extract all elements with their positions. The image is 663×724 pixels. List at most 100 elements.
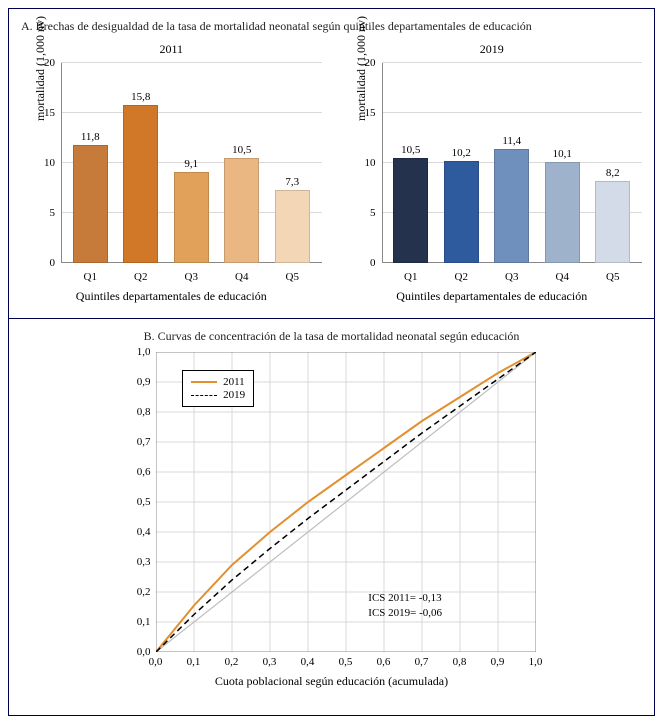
annotation: ICS 2019= -0,06 (368, 607, 442, 619)
y-tick: 10 (365, 157, 376, 169)
bar (545, 162, 580, 263)
bar-value-label: 10,2 (452, 147, 471, 159)
legend-item: 2011 (191, 376, 245, 388)
x-tick: 0,5 (339, 656, 353, 668)
bar-slot: 9,1 (166, 63, 217, 263)
plot-area: mortalidad (1,000 nv)0510152010,510,211,… (382, 63, 643, 263)
x-tick: 0,4 (301, 656, 315, 668)
bar-value-label: 10,1 (553, 148, 572, 160)
chart-subtitle: 2019 (342, 42, 643, 57)
x-tick: Q2 (436, 271, 487, 283)
bars-group: 10,5 10,2 11,4 10,1 8,2 (382, 63, 643, 263)
x-axis-label: Quintiles departamentales de educación (342, 289, 643, 304)
bar-value-label: 15,8 (131, 91, 150, 103)
y-tick: 0,9 (137, 376, 151, 388)
x-tick: 0,8 (453, 656, 467, 668)
plot-area: mortalidad (1,000 nv)0510152011,815,89,1… (61, 63, 322, 263)
bar (444, 161, 479, 263)
y-tick: 20 (365, 57, 376, 69)
bar-slot: 10,5 (217, 63, 268, 263)
y-tick: 0,3 (137, 556, 151, 568)
y-tick: 0,5 (137, 496, 151, 508)
bars-group: 11,8 15,8 9,1 10,5 7,3 (61, 63, 322, 263)
x-tick: Q1 (65, 271, 116, 283)
panel-a-charts-row: 2011mortalidad (1,000 nv)0510152011,815,… (21, 42, 642, 304)
barchart-2019: 2019mortalidad (1,000 nv)0510152010,510,… (342, 42, 643, 304)
y-tick: 5 (370, 207, 376, 219)
bar (73, 145, 108, 263)
bar-value-label: 10,5 (232, 144, 251, 156)
x-tick: 0,1 (187, 656, 201, 668)
x-tick: 0,2 (225, 656, 239, 668)
x-tick: Q2 (116, 271, 167, 283)
y-tick: 15 (44, 107, 55, 119)
bar-value-label: 7,3 (285, 176, 299, 188)
x-tick: 0,0 (149, 656, 163, 668)
bar-slot: 10,2 (436, 63, 487, 263)
barchart-2011: 2011mortalidad (1,000 nv)0510152011,815,… (21, 42, 322, 304)
y-tick: 5 (50, 207, 56, 219)
panel-a-title: A. Brechas de desigualdad de la tasa de … (21, 19, 642, 34)
legend-item: 2019 (191, 389, 245, 401)
y-tick: 0,7 (137, 436, 151, 448)
bar (494, 149, 529, 263)
x-tick: 0,7 (415, 656, 429, 668)
y-tick: 0 (370, 257, 376, 269)
x-tick: 1,0 (529, 656, 543, 668)
bar (595, 181, 630, 263)
y-tick: 0 (50, 257, 56, 269)
x-tick: 0,6 (377, 656, 391, 668)
bar-slot: 11,4 (487, 63, 538, 263)
y-tick: 20 (44, 57, 55, 69)
bar-slot: 10,5 (386, 63, 437, 263)
bar-value-label: 11,4 (502, 135, 521, 147)
y-tick: 0,8 (137, 406, 151, 418)
curve-xlabel: Cuota poblacional según educación (acumu… (21, 674, 642, 689)
bar (393, 158, 428, 263)
y-tick: 1,0 (137, 346, 151, 358)
panel-a: A. Brechas de desigualdad de la tasa de … (9, 9, 654, 319)
x-tick: Q5 (588, 271, 639, 283)
y-tick: 0,4 (137, 526, 151, 538)
x-ticks: Q1Q2Q3Q4Q5 (61, 267, 322, 283)
bar (123, 105, 158, 263)
bar-value-label: 9,1 (184, 158, 198, 170)
panel-b: B. Curvas de concentración de la tasa de… (9, 319, 654, 715)
legend-label: 2019 (223, 389, 245, 401)
bar (174, 172, 209, 263)
legend: 20112019 (182, 370, 254, 407)
legend-label: 2011 (223, 376, 245, 388)
bar-value-label: 11,8 (81, 131, 100, 143)
legend-swatch (191, 381, 217, 383)
legend-swatch (191, 395, 217, 396)
bar (224, 158, 259, 263)
y-tick: 10 (44, 157, 55, 169)
x-tick: Q1 (386, 271, 437, 283)
x-tick: Q3 (166, 271, 217, 283)
y-tick: 15 (365, 107, 376, 119)
x-tick: Q4 (217, 271, 268, 283)
bar-slot: 8,2 (588, 63, 639, 263)
x-tick: 0,9 (491, 656, 505, 668)
bar-value-label: 8,2 (606, 167, 620, 179)
bar-slot: 15,8 (116, 63, 167, 263)
bar-slot: 10,1 (537, 63, 588, 263)
bar (275, 190, 310, 263)
chart-subtitle: 2011 (21, 42, 322, 57)
annotation: ICS 2011= -0,13 (368, 592, 441, 604)
x-tick: Q3 (487, 271, 538, 283)
x-tick: Q5 (267, 271, 318, 283)
bar-slot: 11,8 (65, 63, 116, 263)
curve-wrap: 0,00,10,20,30,40,50,60,70,80,91,00,00,10… (21, 352, 642, 652)
x-tick: 0,3 (263, 656, 277, 668)
bar-slot: 7,3 (267, 63, 318, 263)
x-ticks: Q1Q2Q3Q4Q5 (382, 267, 643, 283)
bar-value-label: 10,5 (401, 144, 420, 156)
y-tick: 0,6 (137, 466, 151, 478)
figure-container: A. Brechas de desigualdad de la tasa de … (8, 8, 655, 716)
panel-b-title: B. Curvas de concentración de la tasa de… (21, 329, 642, 344)
y-tick: 0,1 (137, 616, 151, 628)
curve-plot: 0,00,10,20,30,40,50,60,70,80,91,00,00,10… (156, 352, 536, 652)
x-axis-label: Quintiles departamentales de educación (21, 289, 322, 304)
y-tick: 0,2 (137, 586, 151, 598)
